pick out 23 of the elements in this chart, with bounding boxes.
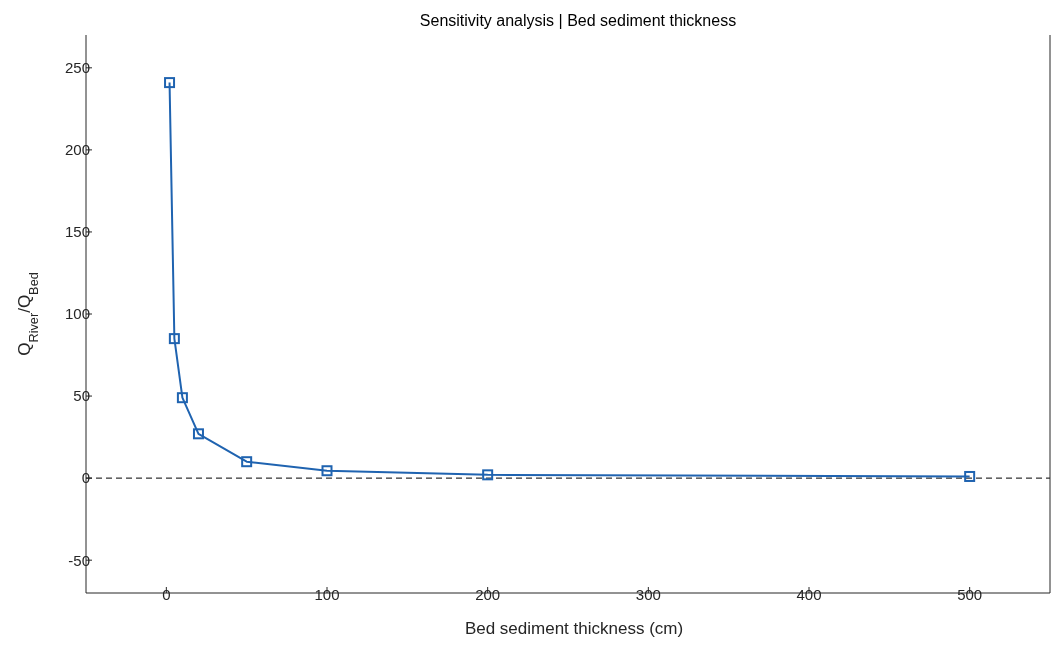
point [964,470,976,482]
x-tick-label: 0 [162,585,171,603]
y-tick-label: 200 [64,141,90,159]
y-tick-label: 250 [64,59,90,77]
chart-title: Sensitivity analysis | Bed sediment thickness [419,12,737,29]
point [321,465,333,477]
point [241,456,253,468]
y-tick-label: -50 [68,551,90,569]
x-axis-title: Bed sediment thickness (cm) [464,619,684,638]
point [482,469,494,481]
point [164,77,176,89]
x-tick-label: 400 [796,585,822,603]
y-tick-label: 100 [64,305,90,323]
point [176,392,188,404]
y-tick-label: 50 [73,387,90,405]
y-tick-label: 150 [64,223,90,241]
x-tick-label: 300 [635,585,661,603]
point [192,428,204,440]
point [168,333,180,345]
y-tick-label: 0 [81,469,90,487]
x-tick-label: 100 [314,585,340,603]
x-tick-label: 500 [957,585,983,603]
x-tick-label: 200 [475,585,501,603]
